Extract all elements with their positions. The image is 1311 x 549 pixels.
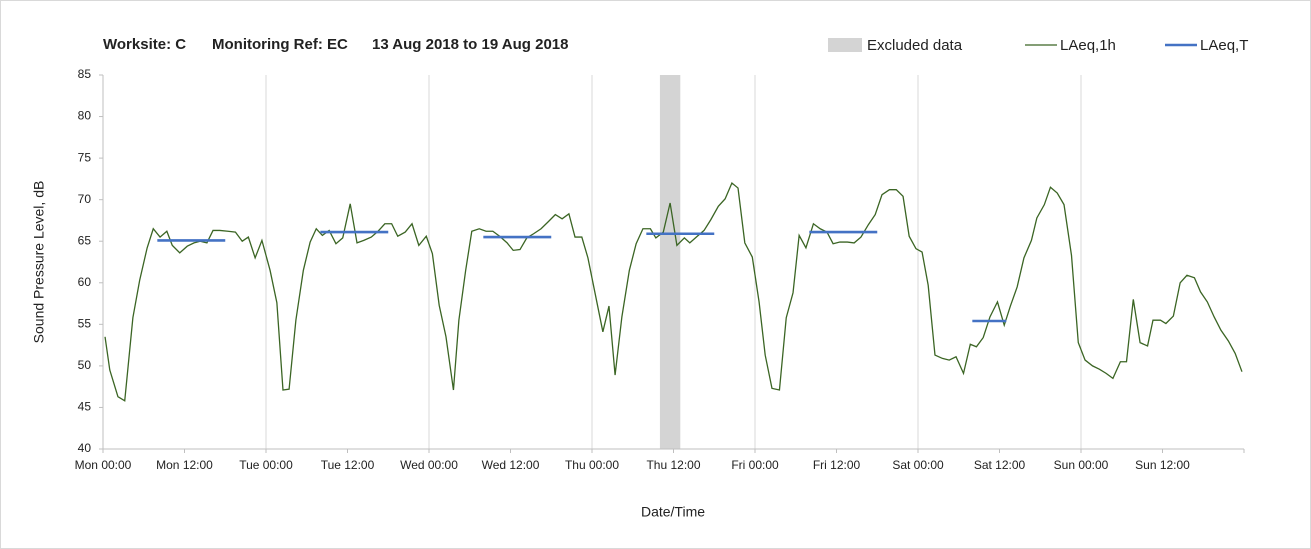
- x-tick-label: Thu 12:00: [646, 458, 700, 472]
- x-tick-label: Mon 12:00: [156, 458, 213, 472]
- x-tick-label: Tue 12:00: [321, 458, 375, 472]
- legend-label: LAeq,T: [1200, 37, 1248, 54]
- chart-title: Monitoring Ref: EC: [212, 36, 348, 53]
- chart-title: 13 Aug 2018 to 19 Aug 2018: [372, 36, 568, 53]
- x-tick-label: Sun 00:00: [1054, 458, 1109, 472]
- x-axis-label: Date/Time: [641, 504, 705, 520]
- excluded-band: [659, 75, 681, 449]
- y-tick-label: 40: [78, 441, 92, 455]
- y-tick-label: 60: [78, 275, 92, 289]
- x-tick-label: Fri 12:00: [813, 458, 861, 472]
- legend-label: Excluded data: [867, 37, 963, 54]
- x-tick-label: Sat 00:00: [892, 458, 944, 472]
- x-tick-label: Tue 00:00: [239, 458, 293, 472]
- y-tick-label: 65: [78, 233, 92, 247]
- y-axis-label: Sound Pressure Level, dB: [31, 181, 47, 344]
- series-line: [104, 181, 1243, 402]
- y-tick-label: 70: [78, 192, 92, 206]
- y-tick-label: 55: [78, 317, 92, 331]
- x-tick-label: Fri 00:00: [731, 458, 779, 472]
- y-tick-label: 85: [78, 67, 92, 81]
- y-tick-label: 75: [78, 150, 92, 164]
- x-tick-label: Wed 12:00: [482, 458, 540, 472]
- legend-label: LAeq,1h: [1060, 37, 1116, 54]
- x-tick-label: Sun 12:00: [1135, 458, 1190, 472]
- x-tick-label: Mon 00:00: [75, 458, 132, 472]
- x-tick-label: Sat 12:00: [974, 458, 1026, 472]
- y-tick-label: 45: [78, 400, 92, 414]
- legend-swatch: [828, 38, 862, 52]
- chart-title: Worksite: C: [103, 36, 186, 53]
- x-tick-label: Wed 00:00: [400, 458, 458, 472]
- y-tick-label: 80: [78, 109, 92, 123]
- x-tick-label: Thu 00:00: [565, 458, 619, 472]
- y-tick-label: 50: [78, 358, 92, 372]
